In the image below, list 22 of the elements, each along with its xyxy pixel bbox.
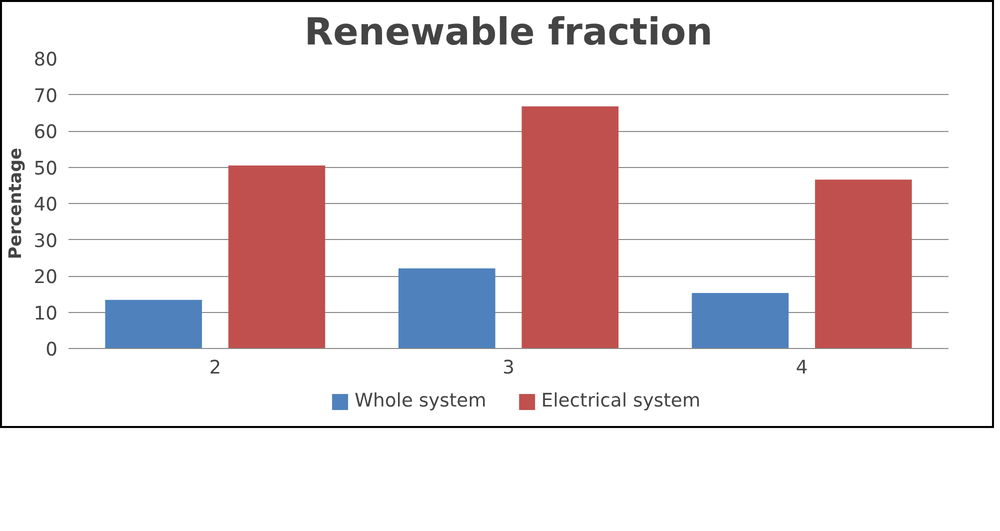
bar bbox=[692, 293, 789, 348]
y-axis-title: Percentage bbox=[6, 148, 26, 260]
y-tick-label: 50 bbox=[34, 158, 58, 180]
y-tick-label: 80 bbox=[34, 50, 58, 70]
bar bbox=[105, 300, 202, 348]
legend-label: Electrical system bbox=[541, 390, 700, 412]
y-tick-label: 40 bbox=[34, 194, 58, 216]
x-tick-label: 2 bbox=[209, 358, 222, 378]
bar bbox=[522, 106, 618, 348]
bar bbox=[228, 165, 326, 348]
x-tick-label: 4 bbox=[796, 358, 808, 378]
y-tick-label: 70 bbox=[34, 86, 58, 107]
y-tick-label: 0 bbox=[46, 340, 58, 360]
y-tick-label: 10 bbox=[34, 303, 58, 324]
chart-title: Renewable fraction bbox=[304, 10, 713, 54]
x-tick-label: 3 bbox=[502, 358, 514, 378]
y-tick-label: 20 bbox=[34, 267, 58, 288]
bar bbox=[398, 268, 496, 348]
y-tick-label: 60 bbox=[34, 122, 58, 143]
bar bbox=[815, 180, 912, 348]
legend-label: Whole system bbox=[354, 390, 486, 412]
y-tick-label: 30 bbox=[34, 230, 58, 252]
